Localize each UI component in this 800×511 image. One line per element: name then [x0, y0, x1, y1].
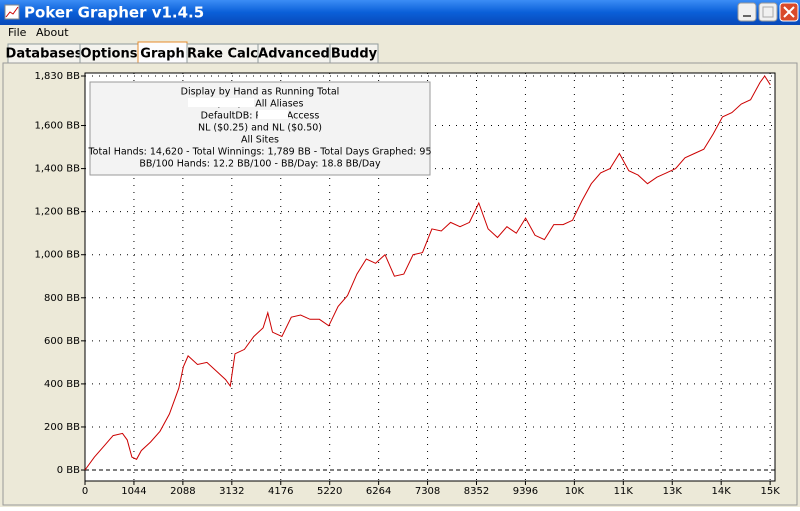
y-tick-label: 200 BB — [44, 422, 80, 433]
chart: 0 BB 200 BB 400 BB 600 BB 800 BB 1,000 BB 1,20… — [34, 71, 780, 497]
menu-item[interactable]: File — [8, 26, 27, 39]
maximize-button[interactable] — [758, 2, 778, 22]
y-tick-label: 800 BB — [44, 293, 80, 304]
x-tick-label: 14K — [712, 486, 732, 497]
tab-label[interactable]: Buddy — [331, 47, 378, 62]
x-tick-label: 4176 — [268, 486, 293, 497]
y-tick-label: 1,830 BB — [34, 71, 80, 82]
tab-label[interactable]: Graph — [140, 47, 184, 62]
x-tick-label: 10K — [565, 486, 585, 497]
y-tick-label: 0 BB — [57, 465, 80, 476]
tab-label[interactable]: Advanced — [258, 47, 330, 62]
close-icon — [783, 6, 795, 18]
x-tick-label: 1044 — [121, 486, 146, 497]
y-tick-label: 600 BB — [44, 336, 80, 347]
redaction — [258, 110, 288, 119]
info-line: BB/100 Hands: 12.2 BB/100 - BB/Day: 18.8… — [139, 159, 381, 170]
redaction — [188, 98, 254, 107]
y-tick-label: 1,200 BB — [34, 207, 80, 218]
app-icon — [4, 4, 20, 20]
x-tick-label: 2088 — [170, 486, 195, 497]
x-tick-label: 3132 — [219, 486, 244, 497]
info-line: (PTY) + All Aliases — [217, 99, 304, 110]
minimize-button[interactable] — [737, 2, 757, 22]
x-tick-label: 11K — [614, 486, 634, 497]
title-bar — [0, 0, 800, 25]
info-line: All Sites — [241, 135, 279, 146]
series-line — [84, 75, 771, 471]
x-tick-label: 7308 — [415, 486, 440, 497]
menu-bar: File About — [8, 26, 69, 39]
x-tick-label: 15K — [760, 486, 780, 497]
info-line: NL ($0.25) and NL ($0.50) — [198, 123, 322, 134]
x-tick-label: 5220 — [317, 486, 342, 497]
x-tick-label: 8352 — [464, 486, 489, 497]
info-line: Total Hands: 14,620 - Total Winnings: 1,… — [87, 147, 431, 158]
maximize-icon — [762, 6, 774, 18]
y-tick-label: 400 BB — [44, 379, 80, 390]
x-tick-label: 0 — [82, 486, 88, 497]
y-tick-label: 1,000 BB — [34, 250, 80, 261]
x-tick-label: 6264 — [366, 486, 391, 497]
info-line: Display by Hand as Running Total — [181, 87, 340, 98]
info-box — [89, 81, 431, 176]
y-tick-label: 1,400 BB — [34, 164, 80, 175]
tab-label[interactable]: Rake Calc — [187, 47, 258, 62]
window-title: Poker Grapher v1.4.5 — [24, 4, 204, 22]
tab-label[interactable]: Options — [81, 47, 138, 62]
x-tick-label: 13K — [663, 486, 683, 497]
x-tick-label: 9396 — [513, 486, 538, 497]
menu-item[interactable]: About — [36, 26, 69, 39]
y-tick-label: 1,600 BB — [34, 121, 80, 132]
app-icon-line — [5, 6, 19, 18]
tab-label[interactable]: Databases — [6, 47, 83, 62]
